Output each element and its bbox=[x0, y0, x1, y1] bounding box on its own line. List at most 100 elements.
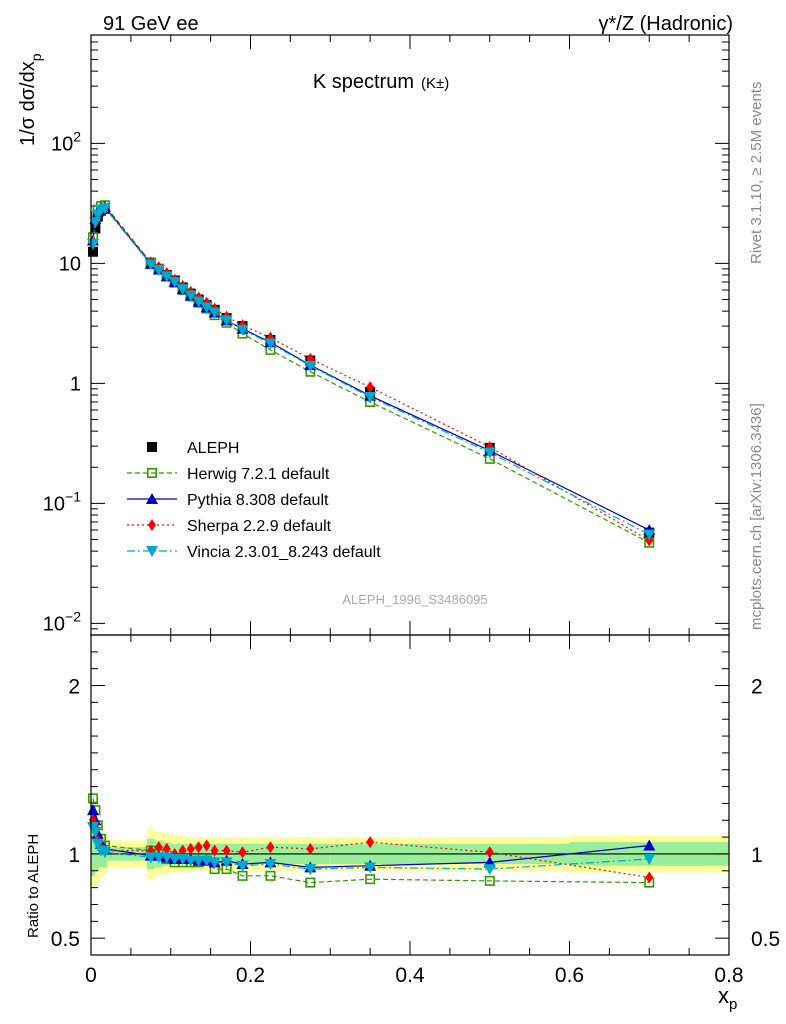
chart-title-particle: (K±) bbox=[421, 75, 449, 92]
ratio-series-group bbox=[86, 793, 656, 888]
data-point bbox=[86, 239, 99, 251]
series-line bbox=[92, 207, 650, 536]
ratio-y-tick-label: 2 bbox=[68, 676, 80, 699]
series-pythia-8-308-default bbox=[86, 200, 656, 535]
rivet-version-label: Rivet 3.1.10, ≥ 2.5M events bbox=[748, 82, 765, 265]
main-y-axis-label: 1/σ dσ/dxp bbox=[17, 53, 44, 146]
data-point bbox=[192, 296, 205, 308]
ratio-data-point bbox=[192, 855, 205, 867]
ratio-data-point bbox=[643, 854, 656, 865]
ratio-data-point bbox=[91, 838, 104, 850]
ratio-data-point bbox=[365, 874, 376, 885]
legend-item-vincia-2-3-01-8-243-default: Vincia 2.3.01_8.243 default bbox=[127, 544, 381, 561]
x-axis-label: xp bbox=[718, 983, 737, 1013]
ratio-y-tick-label-right: 0.5 bbox=[751, 928, 780, 951]
ratio-data-point bbox=[485, 846, 494, 859]
ratio-data-point bbox=[645, 871, 654, 884]
series-line bbox=[92, 206, 650, 531]
x-tick-label: 0.2 bbox=[236, 964, 265, 987]
series-vincia-2-3-01-8-243-default bbox=[86, 203, 656, 541]
ratio-data-point bbox=[208, 857, 221, 869]
main-y-tick-label: 102 bbox=[51, 128, 81, 155]
legend: ALEPH Herwig 7.2.1 default Pythia 8.308 de… bbox=[127, 440, 381, 561]
legend-marker bbox=[147, 467, 158, 478]
legend-label: Herwig 7.2.1 default bbox=[187, 466, 330, 483]
ratio-data-point bbox=[366, 836, 375, 849]
ratio-data-point bbox=[220, 857, 233, 869]
ratio-data-point bbox=[86, 804, 99, 816]
x-tick-label: 0.4 bbox=[395, 964, 425, 987]
legend-label: Sherpa 2.2.9 default bbox=[187, 518, 332, 535]
ratio-data-point bbox=[194, 841, 203, 854]
ratio-series-line bbox=[92, 820, 650, 879]
ratio-data-point bbox=[643, 839, 656, 851]
legend-marker bbox=[146, 546, 158, 557]
header-right: γ*/Z (Hadronic) bbox=[599, 13, 733, 35]
data-point bbox=[200, 302, 213, 314]
data-point bbox=[264, 338, 277, 350]
data-point bbox=[304, 360, 317, 372]
ratio-data-point bbox=[89, 827, 102, 839]
ratio-data-point bbox=[484, 875, 495, 886]
ratio-data-point bbox=[162, 842, 171, 855]
data-point bbox=[87, 246, 98, 257]
ratio-y-tick-label-right: 2 bbox=[751, 676, 763, 699]
ratio-data-point bbox=[202, 839, 211, 852]
series-line bbox=[92, 207, 650, 542]
data-point bbox=[144, 259, 157, 271]
ratio-data-point bbox=[304, 864, 317, 876]
ratio-data-point bbox=[265, 870, 276, 881]
ratio-series-vincia-2-3-01-8-243-default bbox=[86, 822, 656, 876]
ratio-data-point bbox=[364, 862, 377, 874]
x-tick-label: 0 bbox=[85, 964, 97, 987]
x-tick-label: 0.6 bbox=[555, 964, 584, 987]
legend-label: Vincia 2.3.01_8.243 default bbox=[187, 544, 381, 561]
legend-item-sherpa-2-2-9-default: Sherpa 2.2.9 default bbox=[127, 518, 332, 535]
mcplots-reference-label: mcplots.cern.ch [arXiv:1306.3436] bbox=[748, 403, 765, 630]
data-point bbox=[483, 447, 496, 459]
series-aleph bbox=[87, 203, 655, 538]
legend-marker bbox=[146, 493, 158, 504]
legend-marker bbox=[148, 519, 156, 531]
ratio-data-point bbox=[184, 855, 197, 867]
ratio-data-point bbox=[98, 847, 111, 859]
ratio-data-point bbox=[238, 846, 247, 859]
ratio-data-point bbox=[210, 844, 219, 857]
ratio-y-axis-label: Ratio to ALEPH bbox=[25, 834, 42, 938]
ratio-data-point bbox=[266, 841, 275, 854]
data-point bbox=[236, 324, 249, 336]
ratio-y-tick-label: 1 bbox=[68, 844, 80, 867]
ratio-data-point bbox=[144, 852, 157, 864]
main-y-tick-label: 10−1 bbox=[43, 488, 81, 515]
analysis-id-label: ALEPH_1996_S3486095 bbox=[342, 592, 487, 607]
ratio-data-point bbox=[305, 877, 316, 888]
data-point bbox=[98, 203, 111, 215]
ratio-data-point bbox=[186, 842, 195, 855]
data-point bbox=[89, 217, 102, 229]
legend-item-herwig-7-2-1-default: Herwig 7.2.1 default bbox=[127, 466, 330, 483]
ratio-data-point bbox=[222, 844, 231, 857]
ratio-data-point bbox=[152, 852, 165, 864]
legend-label: ALEPH bbox=[187, 440, 239, 457]
main-plot-panel: 102 10 1 10−1 10−2 K spectrum (K±) ALEPH_199… bbox=[17, 34, 730, 636]
ratio-y-tick-label: 0.5 bbox=[51, 928, 80, 951]
data-point bbox=[152, 265, 165, 277]
data-point bbox=[90, 223, 101, 234]
data-point bbox=[643, 529, 656, 541]
data-point bbox=[168, 276, 181, 288]
main-series-group bbox=[86, 200, 656, 548]
data-point bbox=[645, 534, 654, 547]
x-tick-label: 0.8 bbox=[714, 964, 743, 987]
ratio-y-tick-label-right: 1 bbox=[751, 844, 763, 867]
ratio-data-point bbox=[483, 864, 496, 876]
main-y-tick-label: 10−2 bbox=[43, 608, 81, 635]
ratio-tick-labels: 0.5 0.5 1 1 2 2 0 0.2 0.4 0.6 0.8 bbox=[51, 676, 780, 987]
data-point bbox=[208, 307, 221, 319]
data-point bbox=[176, 284, 189, 296]
legend-marker bbox=[147, 442, 157, 452]
series-herwig-7-2-1-default bbox=[87, 200, 655, 548]
ratio-data-point bbox=[87, 793, 98, 804]
ratio-data-point bbox=[168, 854, 181, 865]
legend-item-aleph: ALEPH bbox=[147, 440, 239, 457]
